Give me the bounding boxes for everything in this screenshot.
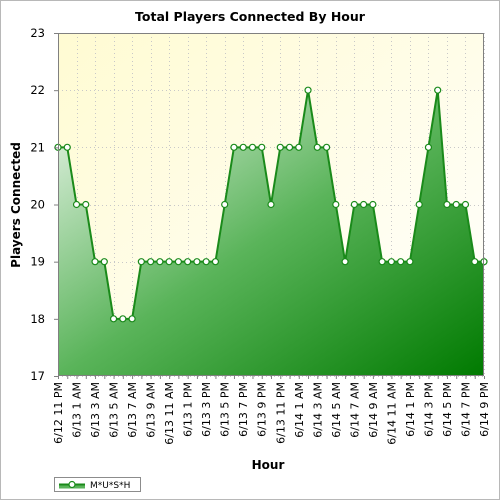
data-point (341, 258, 349, 266)
y-axis-title: Players Connected (9, 142, 23, 268)
x-tick-label: 6/14 11 AM (385, 382, 398, 445)
x-tick-label: 6/13 3 AM (89, 382, 102, 438)
y-tick-label: 17 (30, 369, 45, 383)
x-tick-label: 6/13 11 PM (274, 382, 287, 444)
data-point (156, 258, 164, 266)
y-tick-label: 23 (30, 26, 45, 40)
series-points (54, 86, 488, 323)
data-point (184, 258, 192, 266)
y-tick-label: 21 (30, 140, 45, 154)
x-axis-ticks: 6/12 11 PM 6/13 1 AM 6/13 3 AM 6/13 5 AM 6/1… (52, 376, 491, 445)
data-point (128, 315, 136, 323)
data-point (119, 315, 127, 323)
data-point (369, 200, 377, 209)
data-point (415, 200, 423, 209)
data-point (397, 258, 405, 266)
data-point (109, 315, 118, 323)
x-tick-label: 6/13 9 AM (145, 382, 158, 438)
series-area (58, 90, 484, 377)
x-axis-title: Hour (252, 458, 285, 472)
data-point (63, 143, 71, 151)
data-point (360, 200, 368, 209)
data-point (471, 258, 479, 266)
data-point (193, 258, 201, 266)
x-tick-label: 6/14 3 AM (311, 382, 324, 438)
x-tick-label: 6/13 11 AM (163, 382, 176, 445)
x-tick-label: 6/13 3 PM (200, 382, 213, 437)
x-tick-label: 6/14 7 AM (348, 382, 361, 438)
data-point (378, 258, 386, 266)
data-point (147, 258, 155, 266)
legend: M*U*S*H (54, 477, 141, 492)
data-point (443, 200, 451, 209)
data-point (424, 143, 433, 151)
data-point (304, 86, 312, 94)
x-tick-label: 6/14 1 AM (293, 382, 306, 438)
data-point (82, 200, 90, 209)
y-tick-label: 19 (30, 255, 45, 269)
x-tick-label: 6/13 1 PM (182, 382, 195, 437)
data-point (332, 200, 340, 209)
data-point (350, 200, 358, 209)
x-tick-label: 6/13 9 PM (256, 382, 269, 437)
x-tick-label: 6/14 9 PM (478, 382, 491, 437)
legend-label: M*U*S*H (90, 481, 130, 491)
data-point (276, 143, 284, 151)
x-tick-label: 6/12 11 PM (52, 382, 65, 444)
plot-frame (58, 33, 484, 376)
data-point (406, 258, 414, 266)
data-point (434, 86, 442, 94)
data-point (91, 258, 99, 266)
x-tick-label: 6/14 5 PM (441, 382, 454, 437)
x-tick-label: 6/14 9 AM (367, 382, 380, 438)
data-point (322, 143, 331, 151)
data-point (211, 258, 220, 266)
x-tick-label: 6/13 1 AM (71, 382, 84, 438)
data-point (285, 143, 294, 151)
data-point (248, 143, 257, 151)
x-tick-label: 6/14 1 PM (404, 382, 417, 437)
data-point (165, 258, 173, 266)
data-point (313, 143, 321, 151)
data-point (100, 258, 108, 266)
legend-swatch-marker (68, 480, 76, 489)
data-point (452, 200, 460, 209)
y-tick-label: 20 (30, 198, 45, 212)
data-point (72, 200, 81, 209)
data-point (137, 258, 145, 266)
x-tick-label: 6/14 7 PM (459, 382, 472, 437)
y-tick-label: 22 (30, 83, 45, 97)
data-point (202, 258, 210, 266)
x-tick-label: 6/13 5 PM (219, 382, 232, 437)
x-tick-label: 6/13 7 AM (126, 382, 139, 438)
data-point (295, 143, 303, 151)
y-axis-ticks: 17 18 19 20 21 22 23 (30, 26, 58, 383)
y-tick-label: 18 (30, 312, 45, 326)
x-tick-label: 6/13 7 PM (237, 382, 250, 437)
x-tick-label: 6/14 5 AM (330, 382, 343, 438)
data-point (174, 258, 182, 266)
data-point (387, 258, 395, 266)
chart-title: Total Players Connected By Hour (135, 9, 366, 24)
data-point (258, 143, 266, 151)
data-point (230, 143, 238, 151)
data-point (267, 200, 275, 209)
x-tick-label: 6/14 3 PM (422, 382, 435, 437)
x-tick-label: 6/13 5 AM (108, 382, 121, 438)
data-point (239, 143, 247, 151)
data-point (461, 200, 470, 209)
data-point (221, 200, 229, 209)
